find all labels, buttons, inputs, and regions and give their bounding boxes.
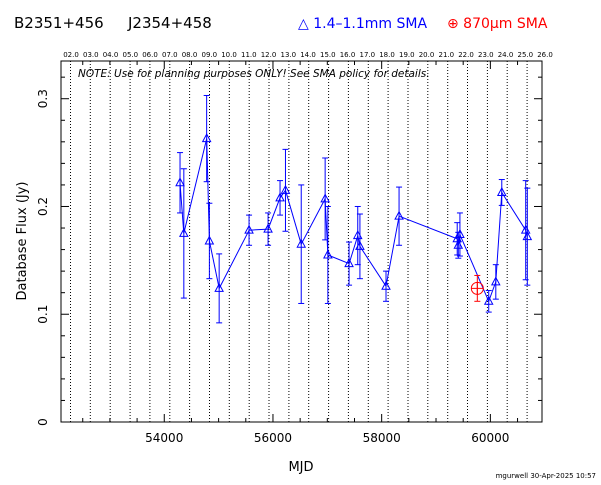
x-tick-label: 54000 <box>145 431 183 445</box>
data-point <box>496 186 507 196</box>
source-name-2: J2354+458 <box>127 14 212 32</box>
year-tick-label: 20.0 <box>419 51 435 59</box>
year-tick-label: 23.0 <box>478 51 494 59</box>
year-tick-label: 24.0 <box>498 51 514 59</box>
year-tick-labels: 02.0 03.0 04.0 05.0 06.0 07.0 08.0 09.0 10.0 11.0… <box>63 51 553 59</box>
data-point <box>455 228 465 238</box>
legend-entry-mm: △ 1.4–1.1mm SMA <box>298 16 427 32</box>
x-tick-label: 60000 <box>471 431 509 445</box>
data-point <box>394 210 404 220</box>
year-tick-label: 17.0 <box>360 51 376 59</box>
year-tick-label: 12.0 <box>261 51 277 59</box>
year-tick-label: 05.0 <box>123 51 139 59</box>
year-tick-label: 26.0 <box>537 51 553 59</box>
y-tick-label: 0 <box>36 418 50 426</box>
y-tick-label: 0.2 <box>36 197 50 216</box>
data-point <box>320 193 330 203</box>
year-tick-label: 09.0 <box>202 51 218 59</box>
year-tick-label: 10.0 <box>221 51 237 59</box>
planning-note: NOTE: Use for planning purposes ONLY! Se… <box>78 68 430 80</box>
footer-credit: mgurwell 30-Apr-2025 10:57 <box>496 472 596 480</box>
plot-frame <box>60 60 543 423</box>
data-point <box>323 249 333 259</box>
x-axis-label: MJD <box>288 460 313 475</box>
year-tick-label: 06.0 <box>142 51 158 59</box>
year-tick-label: 21.0 <box>439 51 455 59</box>
data-series <box>175 94 533 324</box>
year-tick-label: 14.0 <box>300 51 316 59</box>
data-point <box>296 238 307 248</box>
data-point <box>244 224 254 234</box>
year-tick-label: 18.0 <box>379 51 395 59</box>
year-tick-label: 22.0 <box>458 51 474 59</box>
data-point <box>201 133 212 143</box>
data-point <box>280 184 291 194</box>
year-tick-label: 02.0 <box>63 51 79 59</box>
data-point <box>344 258 354 268</box>
year-tick-label: 13.0 <box>281 51 297 59</box>
y-tick-label: 0.1 <box>36 305 50 324</box>
data-point <box>483 295 494 305</box>
y-tick-label: 0.3 <box>36 89 50 108</box>
x-tick-label: 58000 <box>363 431 401 445</box>
year-tick-label: 19.0 <box>399 51 415 59</box>
year-tick-label: 03.0 <box>83 51 99 59</box>
data-point <box>470 281 484 295</box>
data-point <box>381 280 391 290</box>
data-point <box>214 282 224 292</box>
data-point <box>522 231 533 241</box>
year-tick-label: 15.0 <box>320 51 336 59</box>
year-tick-label: 07.0 <box>162 51 178 59</box>
year-gridlines <box>70 61 528 422</box>
year-tick-label: 25.0 <box>518 51 534 59</box>
data-point <box>263 223 273 233</box>
y-axis-label: Database Flux (Jy) <box>15 182 30 301</box>
source-name-1: B2351+456 <box>14 14 104 32</box>
axis-ticks: 54000 56000 58000 60000 0 0.1 0.2 0.3 <box>36 61 542 445</box>
year-tick-label: 04.0 <box>103 51 119 59</box>
year-tick-label: 16.0 <box>340 51 356 59</box>
data-point <box>275 192 285 202</box>
year-tick-label: 11.0 <box>241 51 257 59</box>
legend-entry-870um: ⊕ 870μm SMA <box>447 16 548 32</box>
x-tick-label: 56000 <box>254 431 292 445</box>
data-point <box>204 235 215 245</box>
data-point <box>490 276 501 286</box>
series-line <box>179 138 528 303</box>
year-tick-label: 08.0 <box>182 51 198 59</box>
data-point <box>175 177 185 187</box>
data-point <box>178 227 189 237</box>
data-point <box>355 240 365 250</box>
